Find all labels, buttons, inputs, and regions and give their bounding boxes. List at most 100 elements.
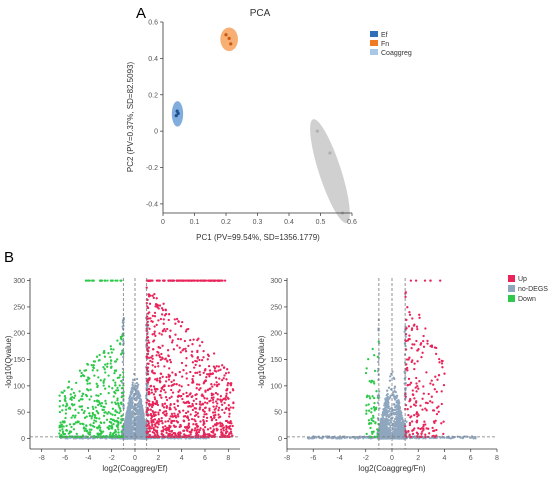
v1-point-up [226, 430, 229, 433]
v1-point-no-degs [136, 395, 139, 398]
v1-point-up [170, 412, 174, 416]
v1-point-up [191, 343, 194, 346]
v1-point-up [190, 429, 193, 432]
v1-point-no-degs [137, 409, 140, 412]
v1-point-up [182, 348, 185, 351]
v1-point-up [154, 413, 157, 417]
v1-point-up [151, 314, 155, 318]
v1-point-up [168, 336, 172, 339]
v1-point-no-degs [137, 415, 140, 418]
v1-point-up [147, 293, 150, 296]
v1-point-up [222, 429, 225, 432]
v1-point-up [174, 433, 177, 436]
v1-point-down [102, 384, 105, 387]
v1-point-up [217, 369, 220, 372]
v1-point-up [164, 391, 167, 394]
v1-point-up [172, 348, 176, 351]
v1-point-down [80, 394, 84, 398]
v1-point-down [84, 369, 88, 372]
v1-point-up [226, 381, 230, 385]
v1-point-up [176, 432, 180, 435]
v1-point-up [182, 368, 185, 372]
v1-point-up [175, 419, 178, 423]
v1-point-down [116, 389, 120, 392]
v1-point-down [103, 355, 107, 358]
v1-point-up [149, 414, 153, 417]
v1-point-no-degs [126, 428, 129, 431]
v1-point-down [58, 410, 62, 414]
v1-point-up [217, 416, 221, 419]
v1-point-no-degs [131, 414, 135, 418]
v1-point-up [228, 412, 231, 415]
v1-point-down [90, 417, 93, 420]
v1-point-up [200, 358, 204, 362]
v1-point-up [153, 292, 156, 296]
v1-point-down [102, 414, 106, 418]
v2-point-no-degs [377, 360, 380, 364]
v1-point-down [110, 365, 113, 368]
v1-point-up [179, 432, 182, 435]
v1-point-up [206, 428, 210, 431]
v1-point-up [153, 325, 156, 328]
v1-point-up [205, 376, 208, 379]
v1-point-up [213, 408, 216, 411]
v1-point-no-degs [134, 433, 138, 436]
v1-point-down [97, 359, 100, 362]
v1-point-up [228, 415, 231, 418]
v1-point-up [203, 369, 207, 372]
v1-point-up [160, 333, 163, 336]
v1-point-up [209, 427, 212, 430]
v1-point-up [164, 396, 168, 399]
v1-point-up [155, 297, 158, 300]
v1-point-up [150, 405, 154, 409]
v1-point-up [193, 279, 197, 282]
v1-point-up [216, 402, 219, 405]
v1-point-up [156, 279, 159, 282]
v1-point-down [61, 428, 64, 431]
v1-point-up [198, 344, 201, 347]
v1-point-up [213, 367, 217, 370]
v1-point-up [206, 353, 210, 356]
v1-point-down [106, 279, 109, 282]
v1-point-up [202, 349, 205, 353]
v1-point-up [166, 349, 170, 352]
v1-point-up [181, 397, 184, 401]
v1-point-up [213, 411, 217, 414]
v1-point-down [119, 374, 122, 377]
pca-title: PCA [250, 8, 271, 19]
v1-point-down [104, 371, 107, 374]
v1-point-no-degs [131, 410, 135, 413]
v1-point-up [215, 365, 218, 368]
v1-point-no-degs [130, 399, 133, 402]
v1-point-down [72, 428, 76, 431]
v1-point-up [161, 426, 165, 429]
v1-point-up [178, 434, 181, 437]
v1-point-down [88, 377, 91, 380]
v1-point-up [161, 308, 165, 312]
v1-point-down [85, 394, 89, 398]
v1-point-no-degs [145, 325, 149, 328]
v1-point-no-degs [131, 383, 134, 387]
v1-point-up [170, 388, 173, 392]
pca-x-tick-label: 0.1 [190, 219, 200, 226]
v1-point-up [173, 406, 176, 409]
v1-point-down [100, 421, 103, 425]
v1-point-up [147, 408, 150, 411]
v1-point-up [180, 385, 183, 388]
v1-point-up [194, 363, 197, 367]
v1-point-up [204, 379, 207, 382]
v1-point-up [170, 419, 173, 423]
pca-point-fn [224, 33, 228, 37]
v1-point-up [196, 371, 199, 374]
v1-point-up [223, 401, 226, 405]
v1-point-down [64, 408, 68, 411]
v1-point-no-degs [132, 395, 136, 398]
v1-point-up [178, 346, 181, 349]
v1-point-down [107, 411, 110, 414]
v1-point-up [229, 406, 232, 409]
v1-point-down [116, 397, 119, 400]
v1-point-up [151, 357, 154, 360]
v1-point-down [103, 405, 106, 409]
v1-point-up [152, 296, 155, 300]
